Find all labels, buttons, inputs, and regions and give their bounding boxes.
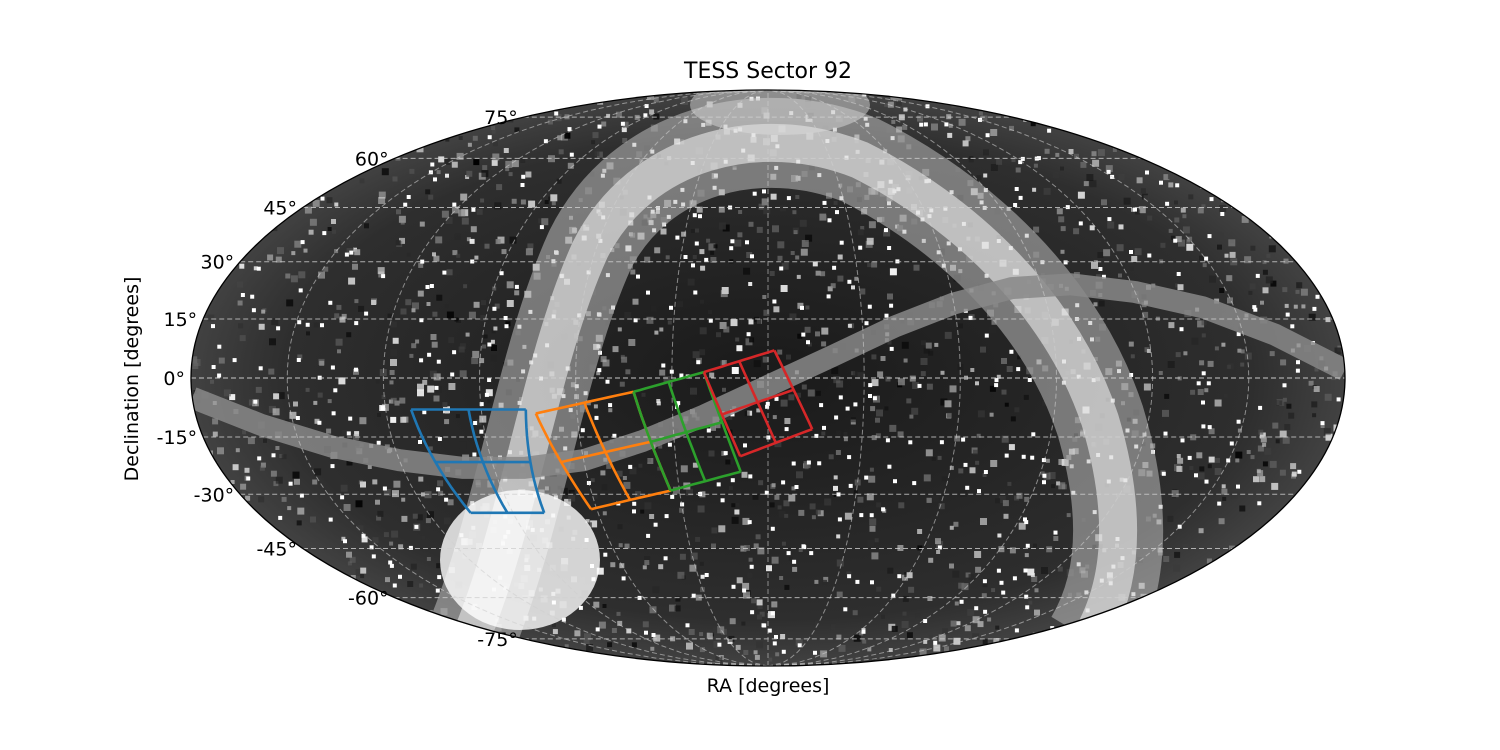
dec-tick-label: -15° <box>157 427 198 449</box>
ra-gridline <box>767 90 1154 666</box>
camera-footprint-3 <box>632 370 742 492</box>
dec-tick-label: -75° <box>477 629 518 651</box>
x-axis-label: RA [degrees] <box>707 675 830 697</box>
dec-tick-label: 0° <box>163 368 185 390</box>
dec-tick-label: -45° <box>256 539 297 561</box>
plot-area <box>190 89 1346 667</box>
sky-outline <box>190 89 1346 667</box>
ra-gridline <box>767 90 1250 666</box>
camera-footprint-4 <box>702 349 814 458</box>
camera-footprint-1 <box>409 408 546 515</box>
ra-gridline <box>478 90 769 666</box>
camera-footprint-2 <box>534 390 672 511</box>
ra-gridline <box>286 90 769 666</box>
dec-tick-label: 60° <box>355 148 389 170</box>
ccd-edge <box>560 440 652 464</box>
dec-tick-label: -60° <box>348 588 389 610</box>
dec-tick-labels: 75° 60° 45° 30° 15° 0° -15° -30° -45° -60° -75° <box>157 107 518 651</box>
dec-tick-label: 15° <box>164 309 198 331</box>
milky-way-band <box>428 90 1164 664</box>
camera-footprints <box>409 349 814 515</box>
ra-gridline <box>767 90 865 666</box>
graticule-grid <box>191 90 1345 666</box>
ra-gridline <box>671 90 769 666</box>
y-axis-label: Declination [degrees] <box>121 277 143 482</box>
dec-tick-label: 75° <box>484 107 518 129</box>
dec-tick-label: 30° <box>201 252 235 274</box>
ccd-edge <box>650 421 723 444</box>
ccd-edge <box>721 388 795 416</box>
ra-gridline <box>382 90 769 666</box>
chart-title: TESS Sector 92 <box>683 59 852 84</box>
dec-tick-label: -30° <box>194 484 235 506</box>
ra-gridline <box>767 90 961 666</box>
ra-gridline <box>575 90 769 666</box>
dec-tick-label: 45° <box>263 198 297 220</box>
ra-gridline <box>767 90 1058 666</box>
